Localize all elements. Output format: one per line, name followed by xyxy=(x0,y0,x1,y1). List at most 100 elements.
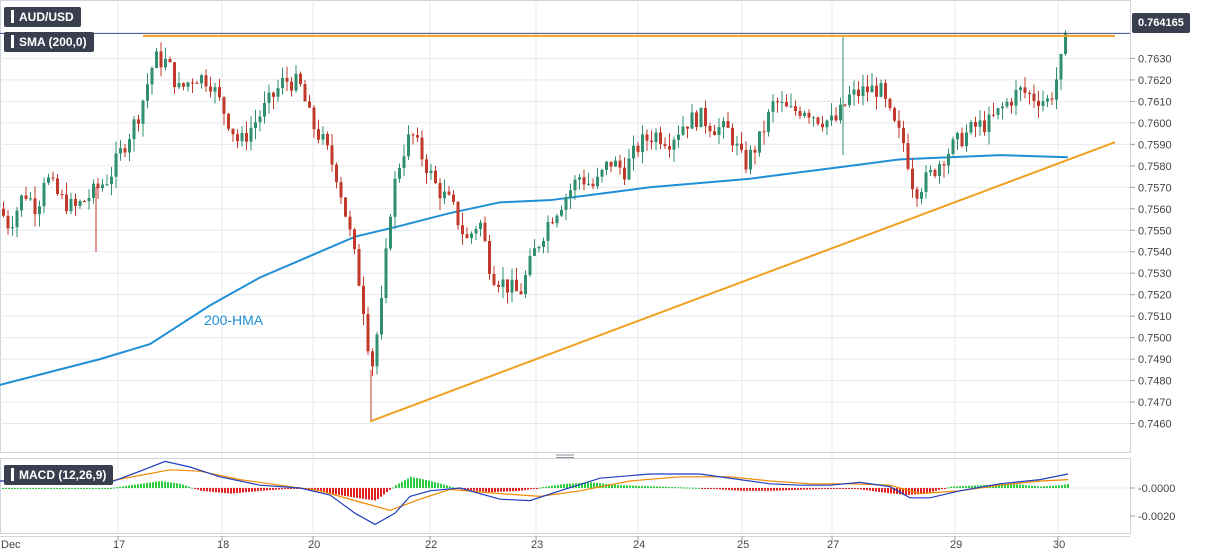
trendlines-group xyxy=(0,32,1130,423)
macd-hist-bar xyxy=(857,488,859,489)
candle-body xyxy=(168,58,172,63)
macd-hist-bar xyxy=(569,483,571,488)
macd-hist-bar xyxy=(482,488,484,492)
macd-hist-bar xyxy=(47,488,49,489)
macd-hist-bar xyxy=(59,488,61,489)
macd-hist-bar xyxy=(614,484,616,488)
macd-hist-bar xyxy=(206,488,208,492)
macd-hist-bar xyxy=(950,486,952,488)
macd-hist-bar xyxy=(731,488,733,491)
candle-body xyxy=(335,164,338,183)
y-tick-label: 0.7580 xyxy=(1138,161,1172,173)
macd-hist-bar xyxy=(746,488,748,491)
macd-hist-bar xyxy=(596,482,598,488)
candle-body xyxy=(654,132,658,143)
macd-hist-bar xyxy=(593,482,595,488)
macd-hist-bar xyxy=(419,478,421,488)
x-tick-label: 23 xyxy=(531,539,543,551)
macd-hist-bar xyxy=(587,482,589,488)
candle-body xyxy=(618,160,622,168)
candle-body xyxy=(272,92,275,97)
macd-pane-frame xyxy=(0,458,1131,534)
macd-hist-bar xyxy=(788,488,790,491)
macd-hist-bar xyxy=(422,479,424,488)
y-tick-label: 0.7560 xyxy=(1138,204,1172,216)
macd-hist-bar xyxy=(974,485,976,488)
candle-body xyxy=(105,184,109,186)
candle-body xyxy=(1014,90,1018,106)
candle-body xyxy=(1064,32,1067,54)
macd-hist-bar xyxy=(725,488,727,490)
candle-body xyxy=(353,229,356,250)
candle-body xyxy=(236,134,239,142)
macd-hist-bar xyxy=(224,488,226,494)
macd-hist-bar xyxy=(164,481,166,488)
macd-hist-bar xyxy=(785,488,787,491)
y-tick-label: 0.7460 xyxy=(1138,419,1172,431)
macd-hist-bar xyxy=(83,488,85,489)
candle-body xyxy=(636,145,640,153)
macd-hist-bar xyxy=(233,488,235,494)
candle-body xyxy=(218,87,221,98)
macd-hist-bar xyxy=(833,488,835,489)
macd-hist-bar xyxy=(590,482,592,488)
candle-body xyxy=(762,131,766,133)
macd-tag[interactable]: MACD (12,26,9) xyxy=(4,465,114,485)
candle-body xyxy=(303,84,307,102)
candle-body xyxy=(555,215,559,224)
macd-hist-bar xyxy=(215,488,217,493)
candle-body xyxy=(780,101,784,103)
macd-hist-bar xyxy=(563,484,565,488)
sma-tag[interactable]: SMA (200,0) xyxy=(4,32,94,52)
macd-hist-bar xyxy=(1055,485,1057,488)
y-tick-label: 0.7570 xyxy=(1138,182,1172,194)
candle-body xyxy=(506,279,509,293)
macd-hist-bar xyxy=(650,486,652,488)
macd-hist-bar xyxy=(845,488,847,489)
macd-hist-bar xyxy=(128,485,130,488)
macd-hist-bar xyxy=(347,488,349,497)
macd-hist-bar xyxy=(413,477,415,488)
y-tick-label: 0.7530 xyxy=(1138,268,1172,280)
macd-hist-bar xyxy=(878,488,880,492)
macd-hist-bar xyxy=(968,485,970,488)
macd-hist-bar xyxy=(767,488,769,491)
macd-hist-bar xyxy=(797,488,799,490)
macd-hist-bar xyxy=(719,488,721,490)
candle-body xyxy=(992,114,995,116)
candle-body xyxy=(776,101,779,103)
candle-body xyxy=(605,161,608,171)
macd-hist-bar xyxy=(38,488,40,489)
macd-hist-bar xyxy=(770,488,772,491)
macd-hist-bar xyxy=(185,485,187,488)
candle-body xyxy=(929,170,932,173)
macd-hist-bar xyxy=(242,488,244,493)
candle-body xyxy=(537,246,541,249)
hma-line-group xyxy=(0,154,1069,386)
macd-hist-bar xyxy=(707,488,709,489)
macd-hist-bar xyxy=(761,488,763,491)
candle-body xyxy=(312,107,316,130)
macd-hist-bar xyxy=(1007,483,1009,488)
candle-body xyxy=(614,160,617,167)
candle-body xyxy=(29,198,32,200)
candle-body xyxy=(623,167,626,180)
macd-hist-bar xyxy=(452,487,454,489)
candle-body xyxy=(659,132,662,145)
y-tick-label: 0.7540 xyxy=(1138,247,1172,259)
candle-body xyxy=(438,183,442,199)
macd-hist-bar xyxy=(53,488,55,489)
candle-body xyxy=(114,153,118,177)
candle-body xyxy=(186,82,190,87)
macd-hist-bar xyxy=(344,488,346,496)
macd-hist-bar xyxy=(293,488,295,489)
macd-hist-bar xyxy=(443,484,445,488)
macd-hist-bar xyxy=(740,488,742,491)
symbol-tag[interactable]: AUD/USD xyxy=(4,7,81,27)
candle-body xyxy=(1001,106,1004,109)
macd-hist-bar xyxy=(29,488,31,489)
macd-hist-bar xyxy=(326,488,328,493)
candle-body xyxy=(245,132,248,142)
macd-hist-bar xyxy=(827,488,829,489)
